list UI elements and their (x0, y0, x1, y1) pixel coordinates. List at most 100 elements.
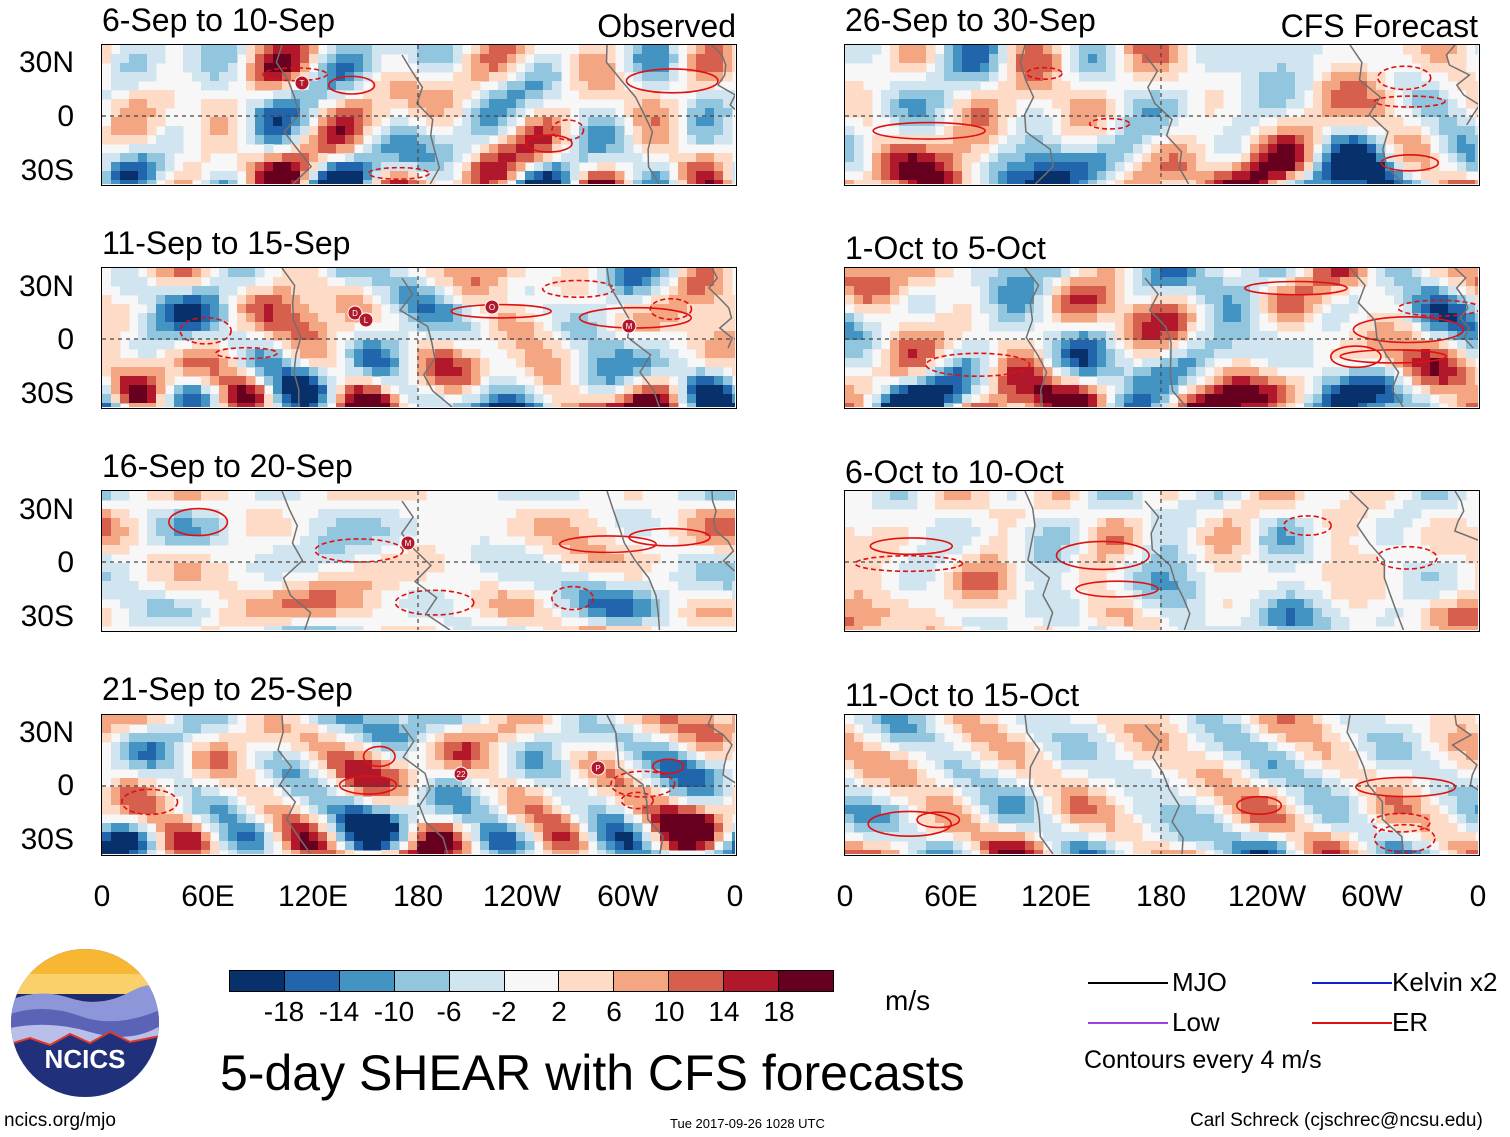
shear-cell (1448, 45, 1458, 55)
shear-cell (705, 518, 715, 528)
shear-cell (408, 599, 418, 609)
shear-cell (210, 769, 220, 779)
shear-cell (980, 268, 990, 278)
shear-cell (570, 171, 580, 181)
shear-cell (615, 403, 625, 407)
shear-cell (273, 527, 283, 537)
shear-cell (273, 171, 283, 181)
shear-cell (147, 171, 157, 181)
shear-cell (1412, 144, 1422, 154)
shear-cell (1475, 295, 1478, 305)
shear-cell (651, 403, 661, 407)
shear-cell (138, 349, 148, 359)
shear-cell (147, 367, 157, 377)
shear-cell (935, 180, 945, 184)
shear-cell (498, 117, 508, 127)
shear-cell (890, 45, 900, 55)
shear-cell (219, 367, 229, 377)
shear-cell (1016, 63, 1026, 73)
shear-cell (597, 72, 607, 82)
shear-cell (1475, 126, 1478, 136)
shear-cell (165, 304, 175, 314)
shear-cell (345, 760, 355, 770)
shear-cell (516, 99, 526, 109)
shear-cell (138, 322, 148, 332)
shear-cell (300, 778, 310, 788)
shear-cell (579, 850, 589, 854)
shear-cell (1349, 99, 1359, 109)
shear-cell (102, 367, 112, 377)
shear-cell (651, 54, 661, 64)
shear-cell (183, 814, 193, 824)
shear-cell (399, 733, 409, 743)
shear-cell (579, 108, 589, 118)
shear-cell (962, 304, 972, 314)
shear-cell (390, 277, 400, 287)
shear-cell (1250, 277, 1260, 287)
shear-cell (1286, 72, 1296, 82)
shear-cell (597, 796, 607, 806)
shear-cell (399, 171, 409, 181)
shear-cell (1268, 63, 1278, 73)
shear-cell (1286, 126, 1296, 136)
shear-cell (138, 295, 148, 305)
shear-cell (1169, 72, 1179, 82)
panel-title-8: 11-Oct to 15-Oct (845, 677, 1080, 713)
shear-cell (899, 108, 909, 118)
shear-cell (525, 117, 535, 127)
shear-cell (318, 81, 328, 91)
shear-cell (1439, 331, 1449, 341)
shear-cell (156, 171, 166, 181)
shear-cell (201, 385, 211, 395)
shear-cell (1430, 99, 1440, 109)
shear-cell (489, 715, 499, 725)
shear-cell (1061, 126, 1071, 136)
shear-cell (642, 715, 652, 725)
shear-cell (552, 54, 562, 64)
shear-cell (111, 832, 121, 842)
shear-cell (219, 72, 229, 82)
shear-cell (732, 841, 735, 851)
shear-cell (516, 322, 526, 332)
shear-cell (237, 617, 247, 627)
shear-cell (1088, 99, 1098, 109)
shear-cell (489, 608, 499, 618)
shear-cell (1268, 331, 1278, 341)
shear-cell (606, 358, 616, 368)
shear-cell (1169, 144, 1179, 154)
shear-cell (552, 340, 562, 350)
shear-cell (723, 162, 733, 172)
shear-cell (498, 162, 508, 172)
shear-cell (890, 63, 900, 73)
shear-cell (1349, 63, 1359, 73)
shear-cell (309, 331, 319, 341)
shear-cell (165, 135, 175, 145)
shear-cell (516, 331, 526, 341)
shear-cell (624, 491, 634, 501)
shear-cell (156, 536, 166, 546)
shear-cell (705, 45, 715, 55)
shear-cell (444, 608, 454, 618)
shear-cell (156, 135, 166, 145)
shear-cell (291, 108, 301, 118)
shear-cell (507, 268, 517, 278)
shear-cell (1394, 153, 1404, 163)
shear-cell (147, 304, 157, 314)
shear-cell (624, 787, 634, 797)
shear-cell (570, 135, 580, 145)
shear-cell (102, 554, 112, 564)
shear-cell (570, 760, 580, 770)
shear-cell (489, 144, 499, 154)
shear-cell (381, 331, 391, 341)
shear-cell (408, 171, 418, 181)
shear-cell (1340, 99, 1350, 109)
shear-cell (651, 286, 661, 296)
shear-cell (381, 135, 391, 145)
shear-cell (1133, 99, 1143, 109)
shear-cell (1205, 171, 1215, 181)
shear-cell (678, 832, 688, 842)
shear-cell (1385, 171, 1395, 181)
shear-cell (291, 72, 301, 82)
shear-cell (273, 608, 283, 618)
shear-cell (1421, 117, 1431, 127)
